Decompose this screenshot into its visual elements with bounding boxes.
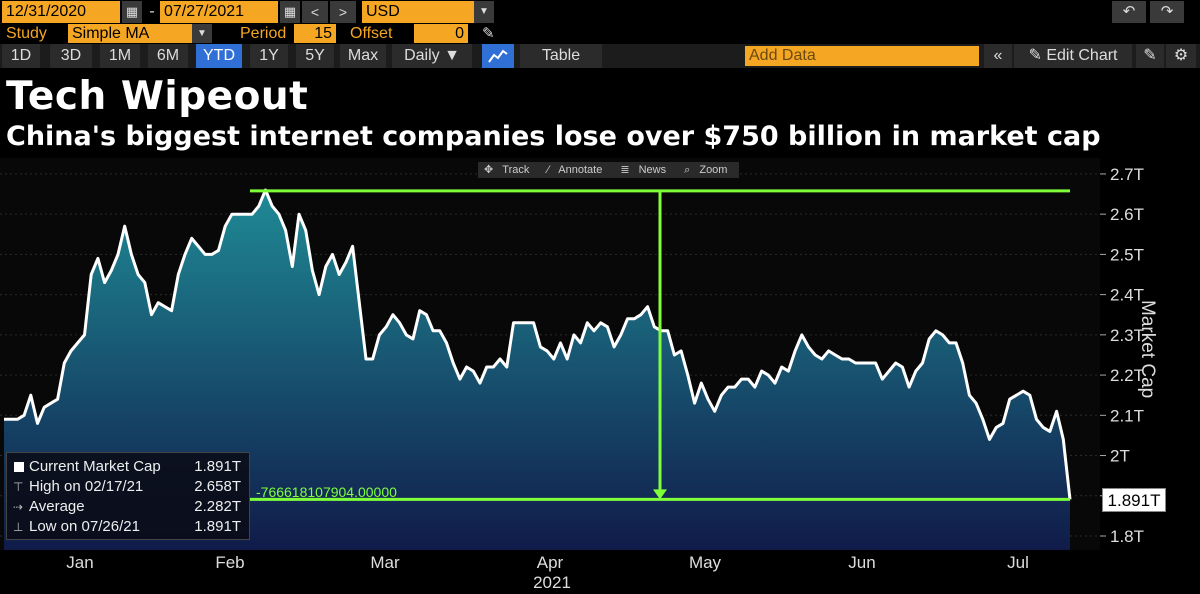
- add-data-input[interactable]: Add Data: [745, 46, 979, 66]
- last-value-badge: 1.891T: [1102, 488, 1166, 512]
- y-tick-label: 2T: [1110, 447, 1130, 466]
- y-tick-label: 2.6T: [1110, 205, 1144, 224]
- legend-low-value: 1.891T: [194, 518, 241, 535]
- x-month-label: Jan: [66, 553, 93, 572]
- difference-label: -766618107904.00000: [256, 484, 397, 500]
- range-1d-button[interactable]: 1D: [2, 44, 40, 68]
- edit-chart-label: Edit Chart: [1046, 47, 1118, 64]
- drop-arrow-head: [653, 489, 667, 500]
- legend-average-value: 2.282T: [194, 498, 241, 515]
- legend-current-value: 1.891T: [194, 458, 241, 475]
- gear-icon[interactable]: ⚙: [1166, 44, 1196, 68]
- y-axis: 1.8T1.9T2T2.1T2.2T2.3T2.4T2.5T2.6T2.7T: [1100, 165, 1144, 546]
- annotate-label: Annotate: [558, 164, 603, 176]
- start-date-field[interactable]: 12/31/2020: [2, 1, 120, 23]
- annotate-tool[interactable]: ∕ Annotate: [541, 162, 614, 178]
- legend-row-high: ⊤ High on 02/17/21 2.658T: [7, 477, 249, 497]
- calendar-icon[interactable]: ▦: [280, 1, 300, 23]
- table-button[interactable]: Table: [520, 44, 602, 68]
- offset-label: Offset: [350, 25, 393, 42]
- period-label: Period: [240, 25, 287, 42]
- chart-mini-toolbar: ✥ Track ∕ Annotate ≣ News ⌕ Zoom: [478, 162, 740, 178]
- period-field[interactable]: 15: [294, 24, 336, 43]
- range-3d-button[interactable]: 3D: [50, 44, 92, 68]
- legend-average-label: Average: [29, 498, 85, 515]
- legend-row-current[interactable]: Current Market Cap 1.891T: [7, 457, 249, 477]
- pencil-icon[interactable]: ✎: [482, 25, 495, 42]
- y-tick-label: 2.5T: [1110, 245, 1144, 264]
- study-bar: Study Simple MA ▼ Period 15 Offset 0 ✎: [0, 24, 1200, 44]
- y-axis-title: Market Cap: [1137, 300, 1158, 399]
- x-year-label: 2021: [533, 573, 571, 592]
- y-tick-label: 2.3T: [1110, 326, 1144, 345]
- legend-row-low: ⊥ Low on 07/26/21 1.891T: [7, 517, 249, 537]
- study-label: Study: [6, 25, 47, 42]
- previous-period-button[interactable]: <: [302, 1, 328, 23]
- chevron-down-icon[interactable]: ▼: [474, 1, 494, 23]
- x-month-label: Feb: [215, 553, 244, 572]
- series-swatch: [14, 462, 24, 472]
- study-select[interactable]: Simple MA: [68, 24, 192, 43]
- range-6m-button[interactable]: 6M: [148, 44, 188, 68]
- legend-high-value: 2.658T: [194, 478, 241, 495]
- range-1m-button[interactable]: 1M: [100, 44, 140, 68]
- legend-high-label: High on 02/17/21: [29, 478, 144, 495]
- date-separator: -: [149, 3, 155, 20]
- range-5y-button[interactable]: 5Y: [296, 44, 334, 68]
- area-fill: [4, 190, 1070, 550]
- legend-row-average: ⇢ Average 2.282T: [7, 497, 249, 517]
- x-month-label: May: [689, 553, 722, 572]
- end-date-field[interactable]: 07/27/2021: [160, 1, 278, 23]
- track-tool[interactable]: ✥ Track: [478, 162, 541, 178]
- date-range-bar: 12/31/2020 ▦ - 07/27/2021 ▦ < > USD ▼ ↶ …: [0, 0, 1200, 24]
- high-marker-icon: ⊤: [13, 480, 24, 494]
- x-month-label: Jun: [848, 553, 875, 572]
- average-marker-icon: ⇢: [13, 500, 24, 514]
- edit-layout-icon[interactable]: ✎: [1136, 44, 1164, 68]
- offset-field[interactable]: 0: [414, 24, 468, 43]
- range-ytd-button[interactable]: YTD: [196, 44, 242, 68]
- collapse-icon[interactable]: «: [984, 44, 1012, 68]
- y-tick-label: 2.7T: [1110, 165, 1144, 184]
- undo-icon[interactable]: ↶: [1112, 1, 1146, 23]
- next-period-button[interactable]: >: [330, 1, 356, 23]
- news-label: News: [638, 164, 667, 176]
- legend-low-label: Low on 07/26/21: [29, 518, 140, 535]
- x-month-label: Jul: [1007, 553, 1029, 572]
- zoom-tool[interactable]: ⌕ Zoom: [678, 162, 739, 178]
- y-tick-label: 2.1T: [1110, 406, 1144, 425]
- y-tick-label: 1.8T: [1110, 527, 1144, 546]
- frequency-select[interactable]: Daily ▼: [392, 44, 472, 68]
- annotation-lines: [250, 189, 1070, 501]
- track-label: Track: [502, 164, 530, 176]
- x-month-label: Apr: [537, 553, 564, 572]
- legend-current-label: Current Market Cap: [29, 458, 161, 475]
- x-axis: Jan Feb Mar Apr May Jun Jul 2021: [66, 553, 1029, 592]
- zoom-label: Zoom: [699, 164, 728, 176]
- range-toolbar: 1D 3D 1M 6M YTD 1Y 5Y Max Daily ▼ Table …: [0, 44, 1200, 68]
- range-1y-button[interactable]: 1Y: [250, 44, 288, 68]
- currency-select[interactable]: USD: [362, 1, 474, 23]
- chevron-down-icon[interactable]: ▼: [192, 24, 212, 43]
- calendar-icon[interactable]: ▦: [122, 1, 142, 23]
- legend: Current Market Cap 1.891T ⊤ High on 02/1…: [6, 452, 250, 540]
- range-max-button[interactable]: Max: [340, 44, 386, 68]
- news-tool[interactable]: ≣ News: [614, 162, 678, 178]
- line-chart-icon[interactable]: [482, 44, 514, 68]
- low-marker-icon: ⊥: [13, 520, 24, 534]
- y-tick-label: 2.4T: [1110, 286, 1144, 305]
- x-month-label: Mar: [370, 553, 400, 572]
- series-line: [4, 188, 1072, 500]
- pencil-icon: ✎: [1028, 47, 1047, 64]
- redo-icon[interactable]: ↷: [1150, 1, 1184, 23]
- edit-chart-button[interactable]: ✎ Edit Chart: [1014, 44, 1132, 68]
- chart-title: Tech Wipeout: [6, 74, 309, 119]
- chart-subtitle: China's biggest internet companies lose …: [6, 121, 1101, 152]
- y-tick-label: 2.2T: [1110, 366, 1144, 385]
